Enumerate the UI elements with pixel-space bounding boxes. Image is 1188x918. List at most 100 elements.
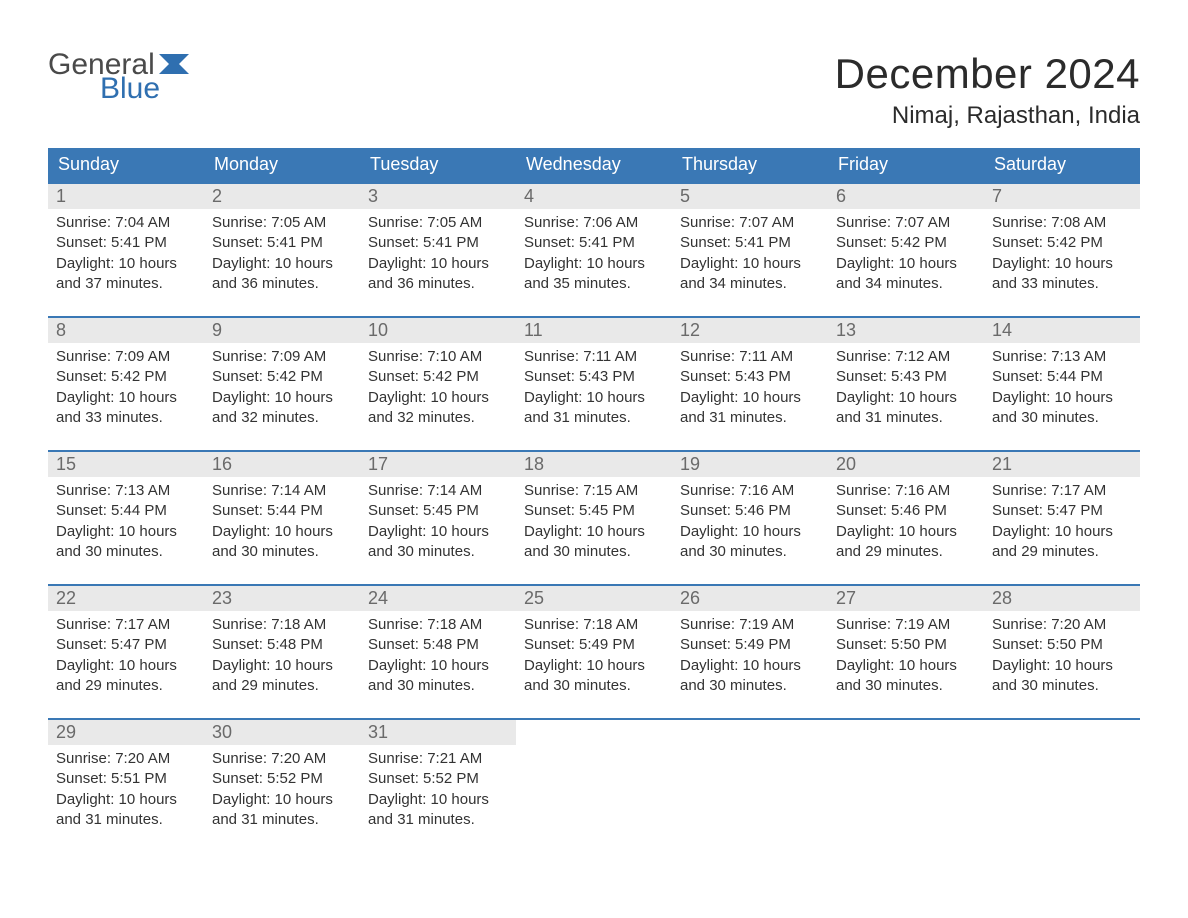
day-cell: Sunrise: 7:05 AMSunset: 5:41 PMDaylight:… [360, 209, 516, 300]
day-number [984, 720, 1140, 745]
sunset-text: Sunset: 5:49 PM [524, 635, 664, 655]
daylight-text-2: and 34 minutes. [680, 274, 820, 294]
day-number: 31 [360, 720, 516, 745]
daylight-text-2: and 30 minutes. [992, 676, 1132, 696]
daylight-text-2: and 36 minutes. [212, 274, 352, 294]
day-number: 30 [204, 720, 360, 745]
day-cell: Sunrise: 7:10 AMSunset: 5:42 PMDaylight:… [360, 343, 516, 434]
day-cell: Sunrise: 7:17 AMSunset: 5:47 PMDaylight:… [48, 611, 204, 702]
daylight-text-2: and 29 minutes. [992, 542, 1132, 562]
sunrise-text: Sunrise: 7:07 AM [680, 213, 820, 233]
day-header-wed: Wednesday [516, 148, 672, 182]
day-cell [516, 745, 672, 836]
sunrise-text: Sunrise: 7:16 AM [836, 481, 976, 501]
sunrise-text: Sunrise: 7:17 AM [992, 481, 1132, 501]
daylight-text-2: and 30 minutes. [680, 676, 820, 696]
sunset-text: Sunset: 5:52 PM [368, 769, 508, 789]
sunset-text: Sunset: 5:44 PM [56, 501, 196, 521]
sunset-text: Sunset: 5:44 PM [212, 501, 352, 521]
sunset-text: Sunset: 5:45 PM [368, 501, 508, 521]
day-cell: Sunrise: 7:06 AMSunset: 5:41 PMDaylight:… [516, 209, 672, 300]
daylight-text-1: Daylight: 10 hours [368, 388, 508, 408]
day-number: 14 [984, 318, 1140, 343]
sunset-text: Sunset: 5:44 PM [992, 367, 1132, 387]
daylight-text-1: Daylight: 10 hours [992, 254, 1132, 274]
daylight-text-2: and 29 minutes. [836, 542, 976, 562]
daylight-text-2: and 37 minutes. [56, 274, 196, 294]
month-title: December 2024 [835, 50, 1140, 98]
day-number: 6 [828, 184, 984, 209]
day-number: 29 [48, 720, 204, 745]
sunrise-text: Sunrise: 7:08 AM [992, 213, 1132, 233]
sunrise-text: Sunrise: 7:20 AM [992, 615, 1132, 635]
weeks-container: 1234567Sunrise: 7:04 AMSunset: 5:41 PMDa… [48, 182, 1140, 836]
daylight-text-2: and 31 minutes. [212, 810, 352, 830]
day-header-fri: Friday [828, 148, 984, 182]
daylight-text-2: and 29 minutes. [212, 676, 352, 696]
sunset-text: Sunset: 5:41 PM [56, 233, 196, 253]
sunrise-text: Sunrise: 7:15 AM [524, 481, 664, 501]
day-cell: Sunrise: 7:16 AMSunset: 5:46 PMDaylight:… [828, 477, 984, 568]
daylight-text-1: Daylight: 10 hours [368, 522, 508, 542]
daylight-text-1: Daylight: 10 hours [368, 656, 508, 676]
day-cell: Sunrise: 7:20 AMSunset: 5:52 PMDaylight:… [204, 745, 360, 836]
daynum-row: 1234567 [48, 184, 1140, 209]
day-cell: Sunrise: 7:14 AMSunset: 5:44 PMDaylight:… [204, 477, 360, 568]
day-cell [828, 745, 984, 836]
daylight-text-2: and 33 minutes. [56, 408, 196, 428]
sunset-text: Sunset: 5:48 PM [212, 635, 352, 655]
daylight-text-1: Daylight: 10 hours [212, 388, 352, 408]
week-row: 891011121314Sunrise: 7:09 AMSunset: 5:42… [48, 316, 1140, 434]
day-cell: Sunrise: 7:13 AMSunset: 5:44 PMDaylight:… [984, 343, 1140, 434]
day-number: 17 [360, 452, 516, 477]
sunset-text: Sunset: 5:51 PM [56, 769, 196, 789]
day-number: 10 [360, 318, 516, 343]
day-cell: Sunrise: 7:05 AMSunset: 5:41 PMDaylight:… [204, 209, 360, 300]
day-cell: Sunrise: 7:07 AMSunset: 5:41 PMDaylight:… [672, 209, 828, 300]
sunset-text: Sunset: 5:41 PM [524, 233, 664, 253]
sunset-text: Sunset: 5:41 PM [368, 233, 508, 253]
sunrise-text: Sunrise: 7:20 AM [56, 749, 196, 769]
daylight-text-1: Daylight: 10 hours [368, 254, 508, 274]
sunrise-text: Sunrise: 7:09 AM [56, 347, 196, 367]
sunrise-text: Sunrise: 7:18 AM [212, 615, 352, 635]
sunrise-text: Sunrise: 7:13 AM [56, 481, 196, 501]
day-number [828, 720, 984, 745]
daynum-row: 15161718192021 [48, 452, 1140, 477]
daylight-text-1: Daylight: 10 hours [680, 522, 820, 542]
sunrise-text: Sunrise: 7:10 AM [368, 347, 508, 367]
day-number: 26 [672, 586, 828, 611]
sunset-text: Sunset: 5:46 PM [680, 501, 820, 521]
day-cell: Sunrise: 7:07 AMSunset: 5:42 PMDaylight:… [828, 209, 984, 300]
sunset-text: Sunset: 5:42 PM [992, 233, 1132, 253]
day-cell: Sunrise: 7:15 AMSunset: 5:45 PMDaylight:… [516, 477, 672, 568]
sunset-text: Sunset: 5:50 PM [992, 635, 1132, 655]
daylight-text-1: Daylight: 10 hours [524, 656, 664, 676]
sunset-text: Sunset: 5:47 PM [992, 501, 1132, 521]
sunrise-text: Sunrise: 7:18 AM [368, 615, 508, 635]
day-cell: Sunrise: 7:18 AMSunset: 5:49 PMDaylight:… [516, 611, 672, 702]
day-number: 15 [48, 452, 204, 477]
day-number: 4 [516, 184, 672, 209]
sunset-text: Sunset: 5:42 PM [836, 233, 976, 253]
logo: General Blue [48, 50, 189, 104]
sunset-text: Sunset: 5:48 PM [368, 635, 508, 655]
daylight-text-1: Daylight: 10 hours [992, 522, 1132, 542]
day-cell: Sunrise: 7:20 AMSunset: 5:50 PMDaylight:… [984, 611, 1140, 702]
sunset-text: Sunset: 5:43 PM [836, 367, 976, 387]
day-header-sat: Saturday [984, 148, 1140, 182]
daylight-text-2: and 31 minutes. [680, 408, 820, 428]
day-cell: Sunrise: 7:11 AMSunset: 5:43 PMDaylight:… [516, 343, 672, 434]
sunrise-text: Sunrise: 7:16 AM [680, 481, 820, 501]
daylight-text-2: and 31 minutes. [56, 810, 196, 830]
header: General Blue December 2024 Nimaj, Rajast… [48, 50, 1140, 130]
sunrise-text: Sunrise: 7:11 AM [524, 347, 664, 367]
day-number: 19 [672, 452, 828, 477]
daylight-text-1: Daylight: 10 hours [212, 656, 352, 676]
day-cell: Sunrise: 7:21 AMSunset: 5:52 PMDaylight:… [360, 745, 516, 836]
sunrise-text: Sunrise: 7:07 AM [836, 213, 976, 233]
day-number: 13 [828, 318, 984, 343]
sunset-text: Sunset: 5:45 PM [524, 501, 664, 521]
day-number: 5 [672, 184, 828, 209]
sunset-text: Sunset: 5:42 PM [212, 367, 352, 387]
